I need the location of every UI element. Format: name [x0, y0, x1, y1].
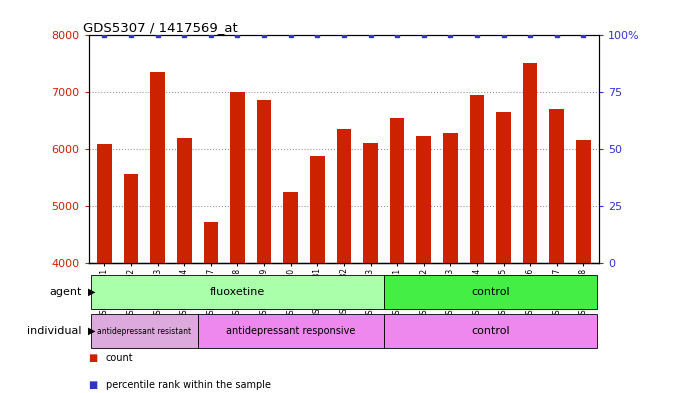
- Bar: [257, 100, 272, 263]
- Text: ■: ■: [89, 380, 98, 390]
- Text: ▶: ▶: [88, 287, 95, 297]
- Bar: [91, 275, 384, 309]
- Text: antidepressant responsive: antidepressant responsive: [226, 326, 355, 336]
- Text: agent: agent: [49, 287, 82, 297]
- Bar: [363, 143, 378, 263]
- Bar: [91, 314, 197, 348]
- Bar: [197, 314, 384, 348]
- Text: count: count: [106, 353, 133, 363]
- Text: GDS5307 / 1417569_at: GDS5307 / 1417569_at: [83, 21, 238, 34]
- Text: fluoxetine: fluoxetine: [210, 287, 265, 297]
- Bar: [151, 72, 165, 263]
- Bar: [390, 118, 405, 263]
- Text: control: control: [471, 287, 509, 297]
- Bar: [204, 222, 218, 263]
- Bar: [470, 95, 484, 263]
- Bar: [523, 63, 537, 263]
- Text: ▶: ▶: [88, 326, 95, 336]
- Bar: [550, 109, 564, 263]
- Bar: [416, 136, 431, 263]
- Bar: [283, 192, 298, 263]
- Bar: [97, 143, 112, 263]
- Bar: [177, 138, 191, 263]
- Bar: [576, 140, 590, 263]
- Bar: [124, 174, 138, 263]
- Text: control: control: [471, 326, 509, 336]
- Bar: [230, 92, 244, 263]
- Bar: [496, 112, 511, 263]
- Bar: [336, 129, 351, 263]
- Text: ■: ■: [89, 353, 98, 363]
- Text: percentile rank within the sample: percentile rank within the sample: [106, 380, 270, 390]
- Bar: [443, 133, 458, 263]
- Bar: [310, 156, 325, 263]
- Bar: [384, 275, 597, 309]
- Text: antidepressant resistant: antidepressant resistant: [97, 327, 191, 336]
- Bar: [384, 314, 597, 348]
- Text: individual: individual: [27, 326, 82, 336]
